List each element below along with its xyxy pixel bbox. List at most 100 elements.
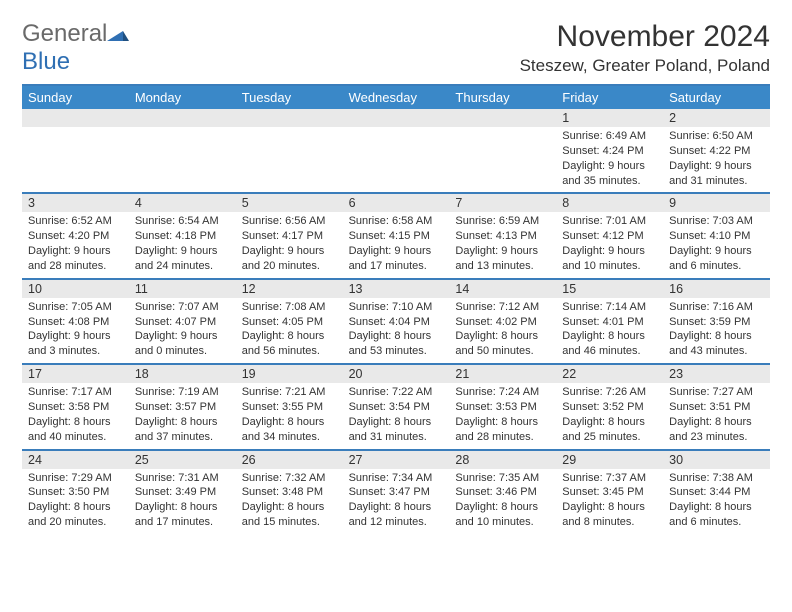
day-details: Sunrise: 7:03 AMSunset: 4:10 PMDaylight:… (663, 212, 770, 277)
day-detail-line: Sunset: 3:53 PM (455, 400, 550, 415)
brand-word-1: General (22, 20, 107, 47)
day-number: 3 (22, 194, 129, 212)
day-cell: 29Sunrise: 7:37 AMSunset: 3:45 PMDayligh… (556, 451, 663, 534)
day-details: Sunrise: 7:29 AMSunset: 3:50 PMDaylight:… (22, 469, 129, 534)
day-number: 29 (556, 451, 663, 469)
day-cell: 11Sunrise: 7:07 AMSunset: 4:07 PMDayligh… (129, 280, 236, 363)
day-detail-line: Sunrise: 7:07 AM (135, 300, 230, 315)
day-detail-line: Daylight: 8 hours and 15 minutes. (242, 500, 337, 530)
day-number (236, 109, 343, 127)
day-detail-line: Sunrise: 7:21 AM (242, 385, 337, 400)
day-detail-line: Daylight: 8 hours and 34 minutes. (242, 415, 337, 445)
day-details: Sunrise: 7:05 AMSunset: 4:08 PMDaylight:… (22, 298, 129, 363)
day-details: Sunrise: 7:17 AMSunset: 3:58 PMDaylight:… (22, 383, 129, 448)
day-number: 30 (663, 451, 770, 469)
day-cell: 2Sunrise: 6:50 AMSunset: 4:22 PMDaylight… (663, 109, 770, 192)
day-detail-line: Sunset: 3:45 PM (562, 485, 657, 500)
day-cell: 10Sunrise: 7:05 AMSunset: 4:08 PMDayligh… (22, 280, 129, 363)
day-detail-line: Sunrise: 6:50 AM (669, 129, 764, 144)
day-details: Sunrise: 6:56 AMSunset: 4:17 PMDaylight:… (236, 212, 343, 277)
day-detail-line: Daylight: 8 hours and 40 minutes. (28, 415, 123, 445)
day-detail-line: Sunrise: 6:58 AM (349, 214, 444, 229)
header: General Blue November 2024 Steszew, Grea… (22, 20, 770, 76)
day-detail-line: Daylight: 9 hours and 24 minutes. (135, 244, 230, 274)
day-details: Sunrise: 7:21 AMSunset: 3:55 PMDaylight:… (236, 383, 343, 448)
day-number: 18 (129, 365, 236, 383)
day-detail-line: Sunset: 3:57 PM (135, 400, 230, 415)
day-cell: 3Sunrise: 6:52 AMSunset: 4:20 PMDaylight… (22, 194, 129, 277)
day-number: 8 (556, 194, 663, 212)
day-cell: 23Sunrise: 7:27 AMSunset: 3:51 PMDayligh… (663, 365, 770, 448)
weekday-label: Friday (556, 86, 663, 109)
day-detail-line: Sunset: 3:54 PM (349, 400, 444, 415)
day-cell: 6Sunrise: 6:58 AMSunset: 4:15 PMDaylight… (343, 194, 450, 277)
day-detail-line: Daylight: 8 hours and 43 minutes. (669, 329, 764, 359)
day-detail-line: Sunrise: 7:19 AM (135, 385, 230, 400)
brand-word-2: Blue (22, 48, 70, 75)
day-detail-line: Daylight: 8 hours and 28 minutes. (455, 415, 550, 445)
day-number (129, 109, 236, 127)
day-detail-line: Sunset: 3:49 PM (135, 485, 230, 500)
day-details: Sunrise: 7:27 AMSunset: 3:51 PMDaylight:… (663, 383, 770, 448)
day-detail-line: Daylight: 9 hours and 10 minutes. (562, 244, 657, 274)
day-cell: 22Sunrise: 7:26 AMSunset: 3:52 PMDayligh… (556, 365, 663, 448)
day-detail-line: Sunrise: 7:37 AM (562, 471, 657, 486)
day-detail-line: Sunrise: 6:49 AM (562, 129, 657, 144)
day-cell: 25Sunrise: 7:31 AMSunset: 3:49 PMDayligh… (129, 451, 236, 534)
day-details: Sunrise: 7:12 AMSunset: 4:02 PMDaylight:… (449, 298, 556, 363)
day-detail-line: Sunset: 4:15 PM (349, 229, 444, 244)
day-number: 15 (556, 280, 663, 298)
day-detail-line: Sunset: 4:02 PM (455, 315, 550, 330)
weekday-label: Saturday (663, 86, 770, 109)
day-cell: 8Sunrise: 7:01 AMSunset: 4:12 PMDaylight… (556, 194, 663, 277)
day-number: 26 (236, 451, 343, 469)
weekday-label: Monday (129, 86, 236, 109)
day-number: 21 (449, 365, 556, 383)
day-detail-line: Daylight: 8 hours and 53 minutes. (349, 329, 444, 359)
day-detail-line: Sunrise: 7:17 AM (28, 385, 123, 400)
day-cell: 21Sunrise: 7:24 AMSunset: 3:53 PMDayligh… (449, 365, 556, 448)
day-detail-line: Sunset: 4:10 PM (669, 229, 764, 244)
day-detail-line: Sunset: 4:07 PM (135, 315, 230, 330)
day-cell: 18Sunrise: 7:19 AMSunset: 3:57 PMDayligh… (129, 365, 236, 448)
day-detail-line: Sunset: 4:05 PM (242, 315, 337, 330)
weekday-label: Tuesday (236, 86, 343, 109)
day-detail-line: Sunrise: 7:22 AM (349, 385, 444, 400)
day-cell (129, 109, 236, 192)
day-details: Sunrise: 6:59 AMSunset: 4:13 PMDaylight:… (449, 212, 556, 277)
day-cell: 9Sunrise: 7:03 AMSunset: 4:10 PMDaylight… (663, 194, 770, 277)
day-details (129, 127, 236, 133)
day-details: Sunrise: 7:32 AMSunset: 3:48 PMDaylight:… (236, 469, 343, 534)
day-details: Sunrise: 7:16 AMSunset: 3:59 PMDaylight:… (663, 298, 770, 363)
day-details: Sunrise: 7:14 AMSunset: 4:01 PMDaylight:… (556, 298, 663, 363)
day-cell: 27Sunrise: 7:34 AMSunset: 3:47 PMDayligh… (343, 451, 450, 534)
day-number (343, 109, 450, 127)
day-number: 12 (236, 280, 343, 298)
day-number: 4 (129, 194, 236, 212)
day-detail-line: Sunrise: 7:14 AM (562, 300, 657, 315)
day-number: 17 (22, 365, 129, 383)
day-detail-line: Sunrise: 6:54 AM (135, 214, 230, 229)
day-detail-line: Sunset: 4:13 PM (455, 229, 550, 244)
day-detail-line: Sunrise: 7:38 AM (669, 471, 764, 486)
day-details: Sunrise: 7:31 AMSunset: 3:49 PMDaylight:… (129, 469, 236, 534)
day-detail-line: Sunset: 3:44 PM (669, 485, 764, 500)
day-number: 13 (343, 280, 450, 298)
day-detail-line: Sunrise: 7:34 AM (349, 471, 444, 486)
day-detail-line: Sunset: 4:18 PM (135, 229, 230, 244)
day-cell: 7Sunrise: 6:59 AMSunset: 4:13 PMDaylight… (449, 194, 556, 277)
day-details: Sunrise: 6:54 AMSunset: 4:18 PMDaylight:… (129, 212, 236, 277)
weekday-label: Wednesday (343, 86, 450, 109)
weekday-label: Sunday (22, 86, 129, 109)
day-detail-line: Sunset: 4:08 PM (28, 315, 123, 330)
day-detail-line: Sunset: 4:20 PM (28, 229, 123, 244)
day-cell: 26Sunrise: 7:32 AMSunset: 3:48 PMDayligh… (236, 451, 343, 534)
day-details: Sunrise: 6:49 AMSunset: 4:24 PMDaylight:… (556, 127, 663, 192)
day-cell: 24Sunrise: 7:29 AMSunset: 3:50 PMDayligh… (22, 451, 129, 534)
day-number: 22 (556, 365, 663, 383)
day-cell: 4Sunrise: 6:54 AMSunset: 4:18 PMDaylight… (129, 194, 236, 277)
day-details: Sunrise: 7:26 AMSunset: 3:52 PMDaylight:… (556, 383, 663, 448)
day-details: Sunrise: 7:22 AMSunset: 3:54 PMDaylight:… (343, 383, 450, 448)
day-number: 19 (236, 365, 343, 383)
week-row: 24Sunrise: 7:29 AMSunset: 3:50 PMDayligh… (22, 449, 770, 534)
